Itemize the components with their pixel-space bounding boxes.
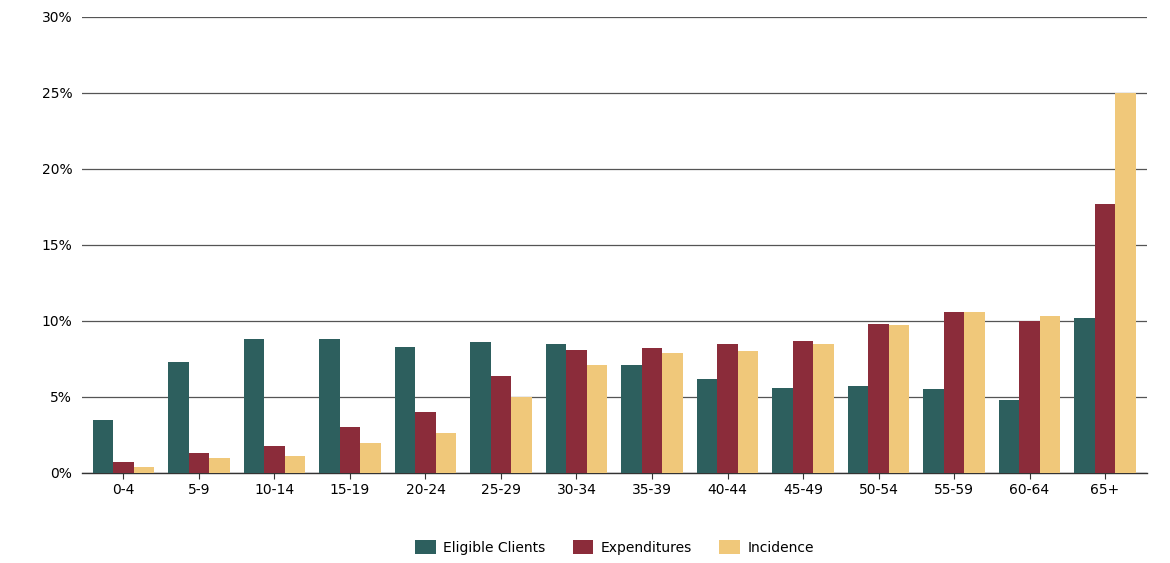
Bar <box>1040 316 1060 473</box>
Bar <box>868 324 889 473</box>
Bar <box>395 347 415 473</box>
Bar <box>339 427 360 473</box>
Bar <box>793 341 813 473</box>
Bar <box>738 351 758 473</box>
Bar <box>546 343 566 473</box>
Bar <box>923 390 944 473</box>
Bar <box>92 420 113 473</box>
Bar <box>168 362 188 473</box>
Bar <box>566 350 586 473</box>
Bar <box>586 365 607 473</box>
Bar <box>470 342 490 473</box>
Bar <box>772 388 793 473</box>
Bar <box>264 445 284 473</box>
Bar <box>1115 93 1136 473</box>
Bar <box>642 348 662 473</box>
Bar <box>319 339 339 473</box>
Bar <box>243 339 264 473</box>
Bar <box>944 312 964 473</box>
Bar <box>209 458 229 473</box>
Bar <box>133 467 154 473</box>
Bar <box>490 376 511 473</box>
Bar <box>113 462 133 473</box>
Legend: Eligible Clients, Expenditures, Incidence: Eligible Clients, Expenditures, Incidenc… <box>410 535 819 561</box>
Bar <box>697 379 717 473</box>
Bar <box>621 365 642 473</box>
Bar <box>511 397 531 473</box>
Bar <box>848 386 868 473</box>
Bar <box>999 400 1019 473</box>
Bar <box>813 343 833 473</box>
Bar <box>964 312 985 473</box>
Bar <box>415 412 435 473</box>
Bar <box>1019 321 1040 473</box>
Bar <box>889 325 909 473</box>
Bar <box>435 434 456 473</box>
Bar <box>662 353 682 473</box>
Bar <box>284 456 305 473</box>
Bar <box>360 443 380 473</box>
Bar <box>188 453 209 473</box>
Bar <box>1074 318 1095 473</box>
Bar <box>1095 204 1115 473</box>
Bar <box>717 343 738 473</box>
